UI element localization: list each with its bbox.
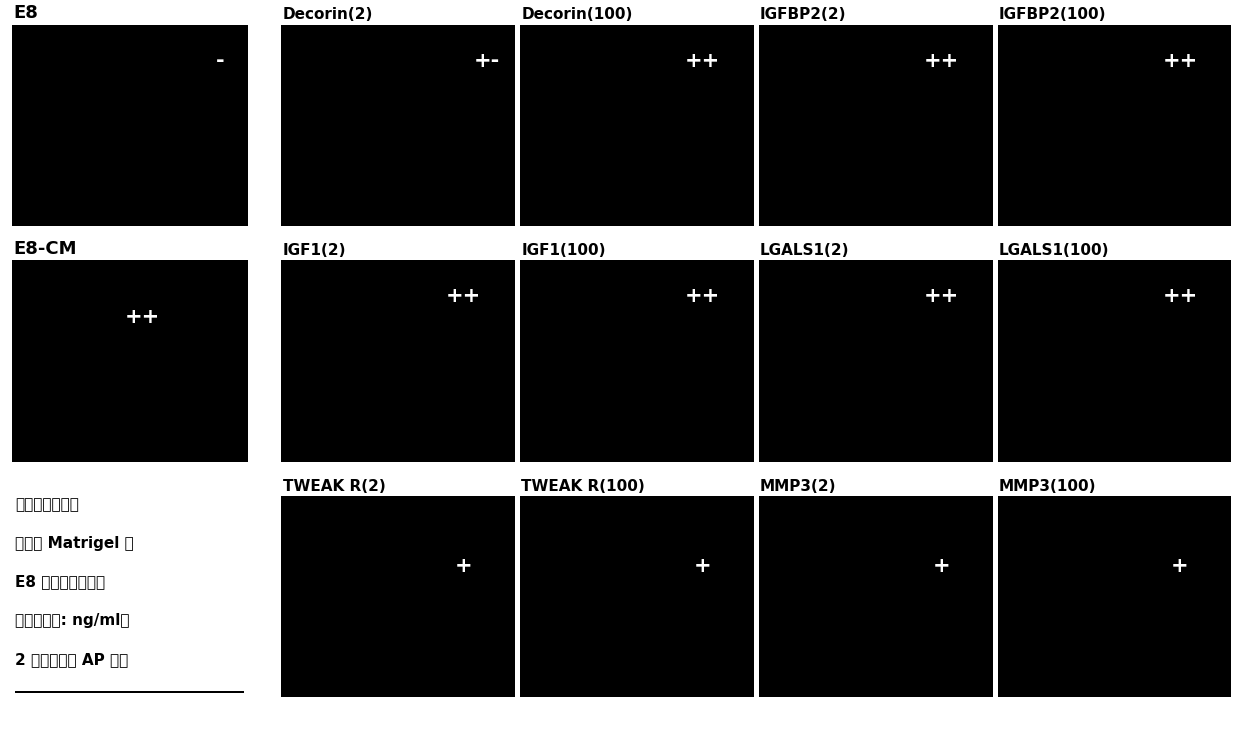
Text: 因子（单位: ng/ml）: 因子（单位: ng/ml） bbox=[15, 613, 129, 628]
Text: +: + bbox=[932, 557, 950, 577]
Text: ++: ++ bbox=[124, 307, 160, 327]
Text: ++: ++ bbox=[684, 286, 720, 307]
Text: +: + bbox=[693, 557, 712, 577]
Text: ++: ++ bbox=[446, 286, 481, 307]
Text: +: + bbox=[1171, 557, 1189, 577]
Text: 向使用 Matrigel 的: 向使用 Matrigel 的 bbox=[15, 536, 134, 551]
Text: IGF1(100): IGF1(100) bbox=[521, 243, 606, 258]
Text: MMP3(2): MMP3(2) bbox=[760, 478, 837, 493]
Text: ++: ++ bbox=[684, 51, 720, 71]
Text: -: - bbox=[216, 51, 224, 71]
Text: IGF1(2): IGF1(2) bbox=[283, 243, 346, 258]
Text: ++: ++ bbox=[1162, 51, 1198, 71]
Text: LGALS1(100): LGALS1(100) bbox=[999, 243, 1110, 258]
Text: 以括号内的浓度: 以括号内的浓度 bbox=[15, 497, 79, 512]
Text: ++: ++ bbox=[924, 286, 959, 307]
Text: ++: ++ bbox=[1162, 286, 1198, 307]
Text: E8: E8 bbox=[14, 4, 38, 22]
Text: ++: ++ bbox=[924, 51, 959, 71]
Text: TWEAK R(2): TWEAK R(2) bbox=[283, 478, 386, 493]
Text: E8 培养基添加各种: E8 培养基添加各种 bbox=[15, 574, 105, 589]
Text: +: + bbox=[455, 557, 472, 577]
Text: LGALS1(2): LGALS1(2) bbox=[760, 243, 849, 258]
Text: +-: +- bbox=[474, 51, 500, 71]
Text: Decorin(2): Decorin(2) bbox=[283, 7, 373, 22]
Text: TWEAK R(100): TWEAK R(100) bbox=[521, 478, 645, 493]
Text: IGFBP2(2): IGFBP2(2) bbox=[760, 7, 847, 22]
Text: IGFBP2(100): IGFBP2(100) bbox=[999, 7, 1106, 22]
Text: 2 天培养后， AP 染色: 2 天培养后， AP 染色 bbox=[15, 652, 128, 667]
Text: E8-CM: E8-CM bbox=[14, 240, 77, 258]
Text: MMP3(100): MMP3(100) bbox=[999, 478, 1096, 493]
Text: Decorin(100): Decorin(100) bbox=[521, 7, 632, 22]
